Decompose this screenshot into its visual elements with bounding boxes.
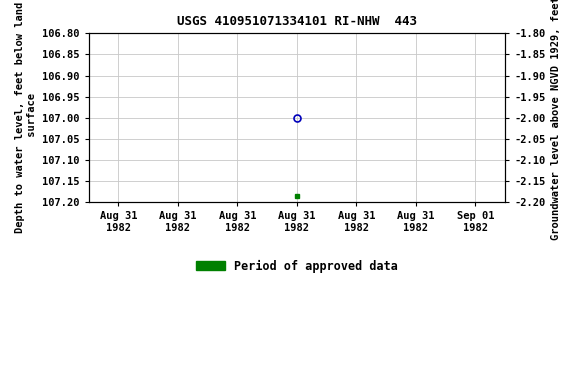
Title: USGS 410951071334101 RI-NHW  443: USGS 410951071334101 RI-NHW 443 <box>177 15 417 28</box>
Legend: Period of approved data: Period of approved data <box>191 255 403 277</box>
Y-axis label: Depth to water level, feet below land
 surface: Depth to water level, feet below land su… <box>15 2 37 233</box>
Y-axis label: Groundwater level above NGVD 1929, feet: Groundwater level above NGVD 1929, feet <box>551 0 561 240</box>
